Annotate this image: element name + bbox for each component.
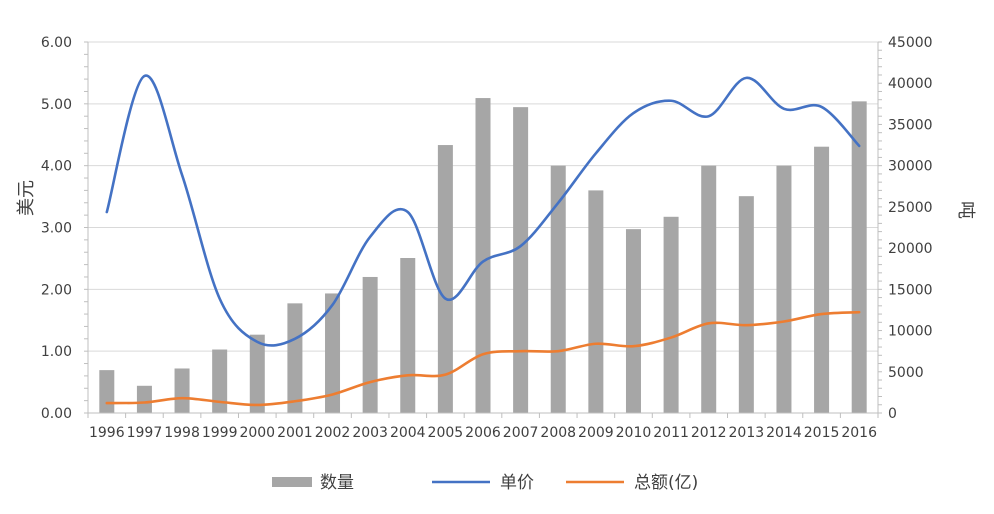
bar-数量-2004	[400, 258, 415, 413]
x-axis-tick-label: 2010	[616, 425, 652, 441]
x-axis-tick-label: 2005	[428, 425, 464, 441]
y-axis-left-tick-label: 3.00	[41, 221, 72, 237]
x-axis-tick-label: 2012	[691, 425, 727, 441]
y-axis-right-tick-label: 25000	[888, 200, 933, 216]
x-axis-tick-label: 2000	[239, 425, 275, 441]
y-axis-left-title: 美元	[16, 180, 37, 216]
bar-数量-2003	[363, 277, 378, 413]
legend-swatch-数量	[272, 477, 312, 487]
y-axis-left-tick-label: 4.00	[41, 159, 72, 175]
y-axis-right-tick-label: 15000	[888, 282, 933, 298]
x-axis-tick-label: 2009	[578, 425, 614, 441]
bar-数量-2001	[287, 303, 302, 413]
x-axis-tick-label: 1997	[127, 425, 163, 441]
x-axis-tick-label: 2004	[390, 425, 426, 441]
bar-数量-2000	[250, 335, 265, 413]
x-axis-tick-label: 2016	[841, 425, 877, 441]
y-axis-left-tick-label: 6.00	[41, 35, 72, 51]
x-axis-tick-label: 2007	[503, 425, 539, 441]
y-axis-left-tick-label: 1.00	[41, 344, 72, 360]
y-axis-left-tick-label: 5.00	[41, 97, 72, 113]
x-axis-tick-label: 2003	[352, 425, 388, 441]
x-axis-tick-label: 2001	[277, 425, 313, 441]
y-axis-left-tick-label: 0.00	[41, 406, 72, 422]
y-axis-right-tick-label: 10000	[888, 324, 933, 340]
x-axis-tick-label: 2006	[465, 425, 501, 441]
y-axis-right-tick-label: 30000	[888, 159, 933, 175]
x-axis-tick-label: 1999	[202, 425, 238, 441]
bar-数量-2009	[588, 190, 603, 413]
bar-数量-2014	[776, 166, 791, 413]
x-axis-tick-label: 2015	[804, 425, 840, 441]
bar-series	[99, 98, 866, 413]
y-axis-right-tick-label: 5000	[888, 365, 924, 381]
bar-数量-2011	[664, 217, 679, 413]
y-axis-right-title: 吨	[955, 201, 976, 219]
y-axis-right-tick-label: 45000	[888, 35, 933, 51]
x-axis-tick-label: 2011	[653, 425, 689, 441]
bar-数量-2015	[814, 147, 829, 413]
y-axis-right-tick-label: 35000	[888, 117, 933, 133]
x-axis-tick-label: 2013	[729, 425, 765, 441]
legend-label-数量: 数量	[320, 473, 354, 493]
bar-数量-1998	[175, 368, 190, 413]
legend-label-总额(亿): 总额(亿)	[634, 473, 698, 493]
y-axis-right-tick-label: 40000	[888, 76, 933, 92]
x-axis-tick-label: 1996	[89, 425, 125, 441]
bar-数量-1996	[99, 370, 114, 413]
y-axis-right-tick-label: 0	[888, 406, 897, 422]
legend-label-单价: 单价	[500, 473, 534, 493]
bar-数量-1997	[137, 386, 152, 413]
x-axis-tick-label: 1998	[164, 425, 200, 441]
bar-数量-2007	[513, 107, 528, 413]
bar-数量-2016	[852, 101, 867, 413]
y-axis-left-tick-label: 2.00	[41, 282, 72, 298]
bar-数量-2013	[739, 196, 754, 413]
x-axis-tick-label: 2008	[540, 425, 576, 441]
axis-labels: 美元 吨	[16, 180, 976, 219]
legend: 数量 单价 总额(亿)	[272, 473, 698, 493]
x-axis-tick-label: 2014	[766, 425, 802, 441]
bar-数量-2006	[476, 98, 491, 413]
x-axis-tick-label: 2002	[315, 425, 351, 441]
bar-数量-2010	[626, 229, 641, 413]
bar-数量-2012	[701, 166, 716, 413]
y-axis-right-tick-label: 20000	[888, 241, 933, 257]
